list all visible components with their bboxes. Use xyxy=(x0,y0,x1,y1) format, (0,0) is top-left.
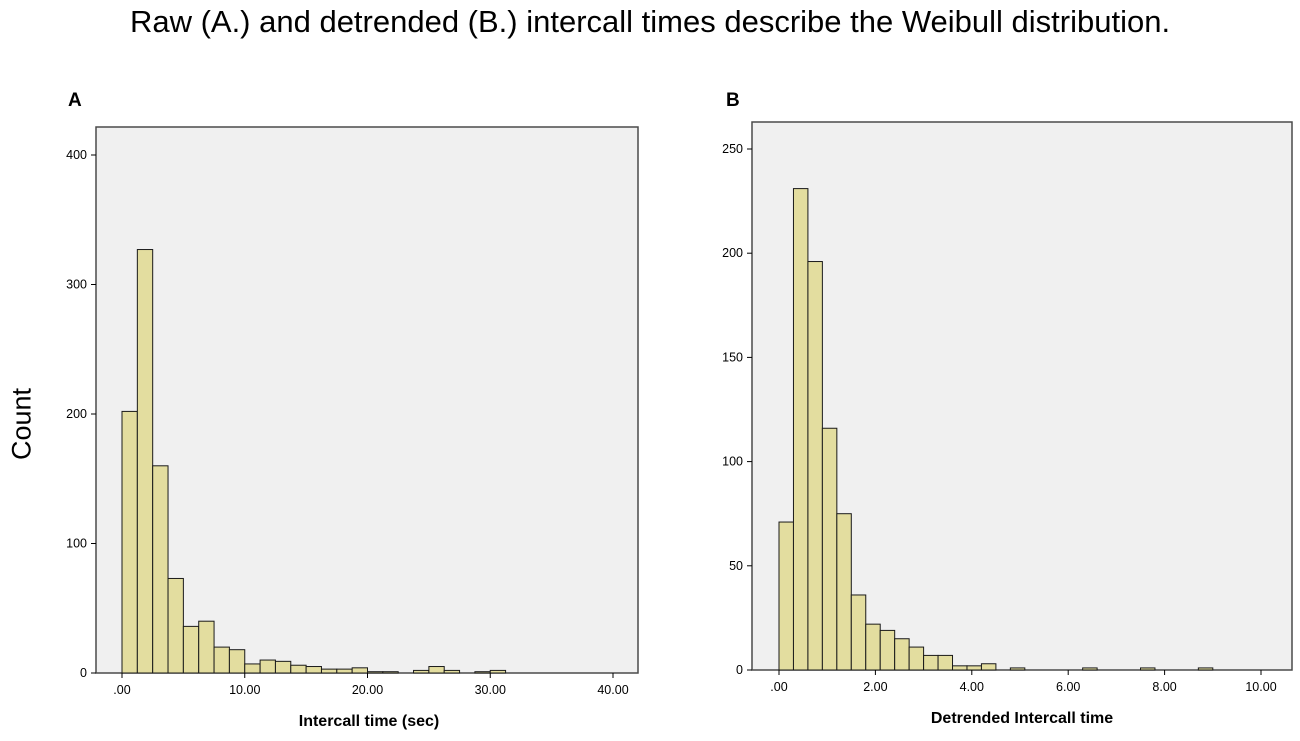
histogram-bar xyxy=(836,513,852,671)
histogram-bar xyxy=(980,663,997,671)
histogram-bar xyxy=(850,594,867,671)
histogram-bar xyxy=(807,261,823,671)
histogram-bar xyxy=(489,669,507,674)
panel-a-histogram: .00 10.00 20.00 30.00 40.00 0 100 200 300 400 Inte… xyxy=(66,126,639,730)
histogram-bar xyxy=(1140,667,1156,671)
histogram-bar xyxy=(923,654,939,671)
y-tick-label: 200 xyxy=(722,246,743,260)
y-tick-label: 100 xyxy=(66,537,87,551)
panel-a-letter: A xyxy=(68,90,82,111)
histogram-bar xyxy=(305,666,322,674)
histogram-bar xyxy=(152,465,169,674)
histogram-bar xyxy=(382,671,399,674)
histogram-bar xyxy=(908,646,925,671)
histogram-bar xyxy=(290,664,307,674)
histogram-bar xyxy=(182,625,200,674)
histogram-bar xyxy=(320,668,338,674)
plot-area xyxy=(95,126,639,674)
x-tick-label: 6.00 xyxy=(1056,680,1080,694)
histogram-bar xyxy=(937,654,954,671)
x-axis-title: Intercall time (sec) xyxy=(299,713,440,730)
y-tick-label: 200 xyxy=(66,407,87,421)
histogram-bar xyxy=(1082,667,1098,671)
x-tick-label: 2.00 xyxy=(863,680,887,694)
histogram-bar xyxy=(443,669,461,674)
histogram-bar xyxy=(1197,667,1214,671)
y-tick-label: 0 xyxy=(736,663,743,677)
histogram-bar xyxy=(966,665,982,671)
histogram-bar xyxy=(879,629,896,671)
x-tick-label: .00 xyxy=(770,680,787,694)
histogram-bar xyxy=(198,620,215,674)
histogram-bar xyxy=(351,667,368,674)
histogram-bar xyxy=(778,521,794,671)
figure-title: Raw (A.) and detrended (B.) intercall ti… xyxy=(129,4,1171,39)
histogram-bar xyxy=(1009,667,1026,671)
histogram-bar xyxy=(865,623,881,671)
x-tick-label: 4.00 xyxy=(960,680,984,694)
histogram-bar xyxy=(274,660,292,674)
y-tick-label: 400 xyxy=(66,148,87,162)
histogram-bar xyxy=(952,665,968,671)
x-tick-label: 8.00 xyxy=(1152,680,1176,694)
x-tick-label: 10.00 xyxy=(229,683,260,697)
y-tick-label: 100 xyxy=(722,455,743,469)
histogram-bar xyxy=(259,659,276,674)
panel-b-histogram: .00 2.00 4.00 6.00 8.00 10.00 0 50 100 150 200 250 D… xyxy=(722,121,1293,727)
x-tick-label: 10.00 xyxy=(1245,680,1276,694)
histogram-bar xyxy=(136,249,154,674)
histogram-bar xyxy=(792,188,809,671)
histogram-bar xyxy=(336,668,353,674)
y-tick-label: 50 xyxy=(729,559,743,573)
x-axis-title: Detrended Intercall time xyxy=(931,710,1113,727)
x-tick-label: 40.00 xyxy=(597,683,628,697)
x-tick-label: 30.00 xyxy=(475,683,506,697)
histogram-bar xyxy=(428,666,445,674)
histogram-bar xyxy=(821,427,838,671)
histogram-bar xyxy=(213,646,230,674)
histogram-bar xyxy=(244,663,261,674)
histogram-bar xyxy=(894,638,910,671)
x-tick-label: .00 xyxy=(113,683,130,697)
y-tick-label: 150 xyxy=(722,350,743,364)
histogram-bar xyxy=(228,649,246,674)
panel-b-letter: B xyxy=(726,90,740,111)
y-tick-label: 250 xyxy=(722,142,743,156)
histogram-bar xyxy=(413,669,430,674)
y-tick-label: 0 xyxy=(80,666,87,680)
y-tick-label: 300 xyxy=(66,278,87,292)
histogram-bar xyxy=(367,671,384,674)
histogram-bar xyxy=(121,410,138,674)
histogram-bar xyxy=(167,577,184,674)
x-tick-label: 20.00 xyxy=(352,683,383,697)
histogram-bar xyxy=(474,671,491,674)
